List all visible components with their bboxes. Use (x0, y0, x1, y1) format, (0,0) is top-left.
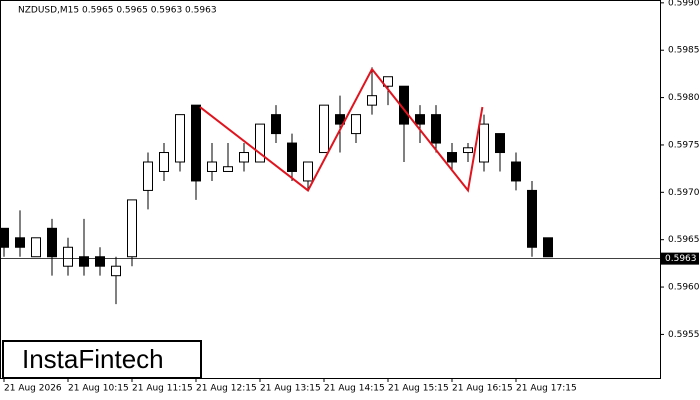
y-tick-label: 0.5955 (668, 330, 700, 340)
candle-body (127, 199, 137, 258)
y-tick-label: 0.5985 (668, 46, 700, 56)
pattern-line (199, 67, 484, 193)
y-tick-label: 0.5960 (668, 283, 700, 293)
candle-body (47, 227, 57, 258)
candle-body (207, 161, 217, 172)
y-tick-label: 0.5990 (668, 0, 700, 8)
candle-body (527, 189, 537, 248)
candle-body (15, 237, 25, 248)
candle-body (543, 237, 553, 258)
candle-body (351, 114, 361, 135)
candle-body (463, 147, 473, 154)
candle-body (159, 152, 169, 172)
x-tick-label: 21 Aug 16:15 (452, 384, 513, 394)
candle-body (431, 114, 441, 144)
candle-body (447, 152, 457, 163)
logo-box (2, 340, 202, 379)
candle-body (383, 76, 393, 87)
candle-body (287, 142, 297, 172)
candle-body (239, 152, 249, 163)
candle-body (143, 161, 153, 191)
x-tick-label: 21 Aug 13:15 (260, 384, 321, 394)
current-price-label: 0.5963 (665, 254, 697, 264)
candle-body (79, 256, 89, 267)
x-tick-label: 21 Aug 10:15 (68, 384, 129, 394)
x-tick-label: 21 Aug 11:15 (132, 384, 193, 394)
x-tick-label: 21 Aug 14:15 (324, 384, 385, 394)
x-tick-label: 21 Aug 17:15 (516, 384, 577, 394)
candle-body (303, 161, 313, 182)
logo: InstaFintech (22, 344, 164, 374)
candle-body (367, 95, 377, 106)
plot-frame (0, 0, 661, 379)
x-tick-label: 21 Aug 12:15 (196, 384, 257, 394)
current-price-box (661, 252, 699, 265)
candle-body (511, 161, 521, 182)
candle-body (191, 104, 201, 182)
candle-body (31, 237, 41, 258)
candle-body (175, 114, 185, 163)
chart-title: NZDUSD,M15 0.5965 0.5965 0.5963 0.5963 (18, 6, 217, 16)
x-tick-label: 21 Aug 2026 (4, 384, 62, 394)
candle-body (63, 246, 73, 267)
y-tick-label: 0.5980 (668, 93, 700, 103)
candle-body (255, 123, 265, 163)
candle-body (479, 123, 489, 163)
candle-body (95, 256, 105, 267)
candle-body (271, 114, 281, 135)
candle-body (415, 114, 425, 125)
candle-body (0, 227, 9, 248)
y-tick-label: 0.5965 (668, 235, 700, 245)
x-tick-label: 21 Aug 15:15 (388, 384, 449, 394)
candle-body (223, 166, 233, 172)
candle-body (319, 104, 329, 154)
y-tick-label: 0.5970 (668, 188, 700, 198)
candle-body (111, 265, 121, 277)
candle-body (495, 133, 505, 154)
y-tick-label: 0.5975 (668, 140, 700, 150)
